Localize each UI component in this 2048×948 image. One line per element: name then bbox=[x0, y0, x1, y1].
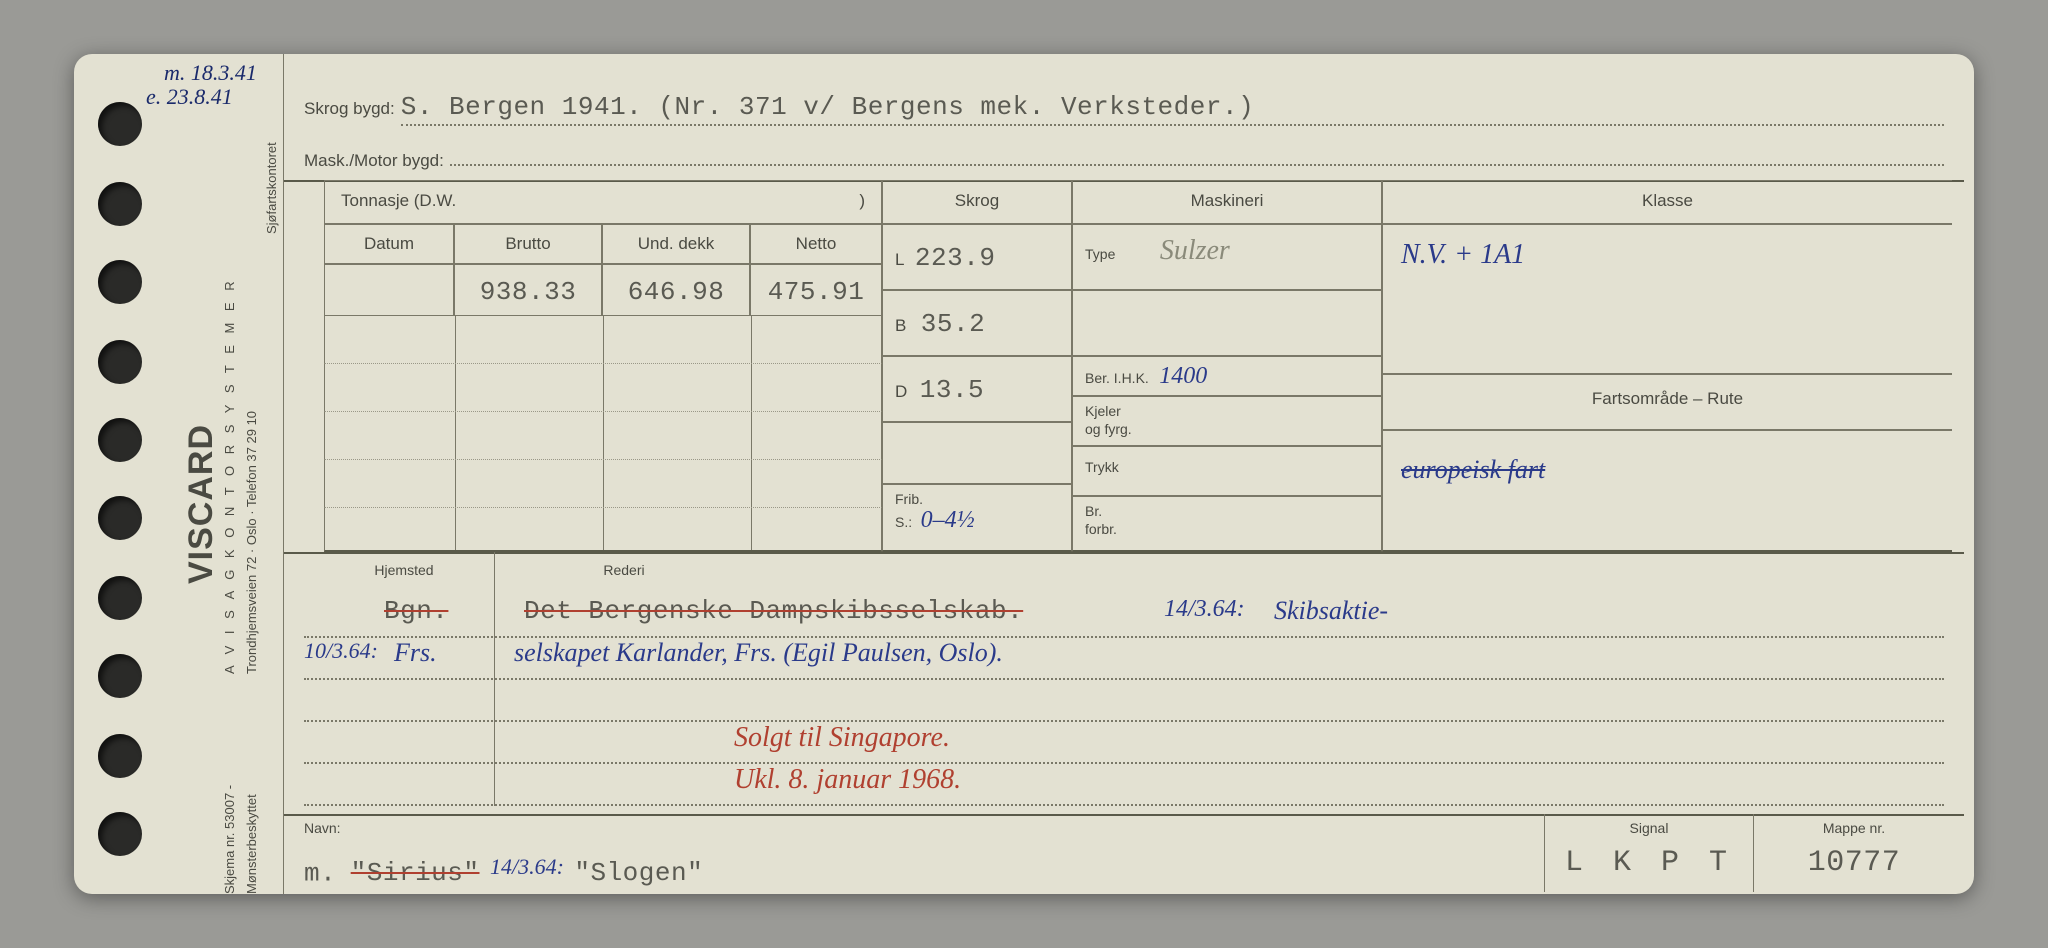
punch-hole bbox=[98, 576, 142, 620]
monster-text: Mønsterbeskyttet bbox=[244, 794, 259, 894]
hjemsted-old: Bgn. bbox=[384, 596, 448, 626]
skrog-D: 13.5 bbox=[920, 375, 984, 405]
note-red-1: Solgt til Singapore. bbox=[734, 722, 950, 754]
ber-ihk: 1400 bbox=[1159, 363, 1207, 389]
frib-val: 0–4½ bbox=[921, 507, 975, 533]
mask-motor-value bbox=[450, 144, 1944, 166]
punch-hole bbox=[98, 260, 142, 304]
col-brutto: Brutto bbox=[505, 234, 550, 253]
brutto-val: 938.33 bbox=[480, 277, 577, 307]
name-date: 14/3.64: bbox=[490, 854, 564, 879]
sjofart-text: Sjøfartskontoret bbox=[264, 142, 279, 234]
unddekk-val: 646.98 bbox=[628, 277, 725, 307]
index-card: m. 18.3.41 e. 23.8.41 VISCARD A V I S A … bbox=[74, 54, 1974, 894]
farts-label: Fartsområde – Rute bbox=[1592, 389, 1743, 408]
col-unddekk: Und. dekk bbox=[638, 234, 715, 253]
main-content: Skrog bygd: S. Bergen 1941. (Nr. 371 v/ … bbox=[284, 54, 1974, 894]
punch-hole bbox=[98, 418, 142, 462]
sidebar: VISCARD A V I S A G K O N T O R S Y S T … bbox=[164, 54, 284, 894]
punch-hole bbox=[98, 182, 142, 226]
col-netto: Netto bbox=[796, 234, 837, 253]
signal-val: L K P T bbox=[1545, 836, 1753, 880]
punch-hole bbox=[98, 654, 142, 698]
maskineri-type: Sulzer bbox=[1160, 235, 1230, 266]
punch-hole bbox=[98, 812, 142, 856]
skrog-bygd-label: Skrog bygd: bbox=[304, 99, 395, 119]
rederi-label: Rederi bbox=[603, 562, 644, 578]
mask-motor-label: Mask./Motor bygd: bbox=[304, 151, 444, 171]
skjema-text: Skjema nr. 53007 - bbox=[222, 785, 237, 894]
skrog-B: 35.2 bbox=[921, 309, 985, 339]
punch-hole bbox=[98, 734, 142, 778]
note-red-2: Ukl. 8. januar 1968. bbox=[734, 764, 961, 796]
punch-hole bbox=[98, 102, 142, 146]
mappe-val: 10777 bbox=[1754, 836, 1954, 880]
klasse-header: Klasse bbox=[1382, 180, 1952, 224]
col-datum: Datum bbox=[364, 234, 414, 253]
hjemsted-date: 10/3.64: bbox=[304, 638, 378, 664]
address-text: Trondhjemsveien 72 · Oslo · Telefon 37 2… bbox=[244, 411, 259, 674]
klasse-val: N.V. + 1A1 bbox=[1401, 239, 1525, 270]
navn-label: Navn: bbox=[304, 820, 341, 836]
punch-strip bbox=[74, 54, 164, 894]
punch-hole bbox=[98, 340, 142, 384]
skrog-header: Skrog bbox=[882, 180, 1072, 224]
rederi-date: 14/3.64: bbox=[1164, 596, 1245, 623]
signal-label: Signal bbox=[1545, 814, 1753, 836]
punch-hole bbox=[98, 496, 142, 540]
viscard-logo: VISCARD bbox=[182, 424, 221, 584]
rederi-new-2: selskapet Karlander, Frs. (Egil Paulsen,… bbox=[514, 638, 1003, 668]
skrog-bygd-value: S. Bergen 1941. (Nr. 371 v/ Bergens mek.… bbox=[401, 92, 1944, 126]
skrog-L: 223.9 bbox=[915, 243, 996, 273]
mappe-label: Mappe nr. bbox=[1754, 814, 1954, 836]
visag-text: A V I S A G K O N T O R S Y S T E M E R bbox=[222, 277, 237, 674]
name-new: "Slogen" bbox=[574, 858, 703, 888]
hjemsted-new: Frs. bbox=[394, 638, 437, 668]
netto-val: 475.91 bbox=[768, 277, 865, 307]
farts-val: europeisk fart bbox=[1401, 455, 1545, 484]
name-prefix: m. bbox=[304, 858, 336, 888]
name-old: "Sirius" bbox=[351, 858, 480, 888]
rederi-old: Det Bergenske Dampskibsselskab. bbox=[524, 596, 1023, 626]
hjemsted-label: Hjemsted bbox=[374, 562, 433, 578]
tonnasje-header: Tonnasje (D.W. ) bbox=[324, 180, 882, 224]
rederi-new-1: Skibsaktie- bbox=[1274, 596, 1388, 626]
maskineri-header: Maskineri bbox=[1072, 180, 1382, 224]
